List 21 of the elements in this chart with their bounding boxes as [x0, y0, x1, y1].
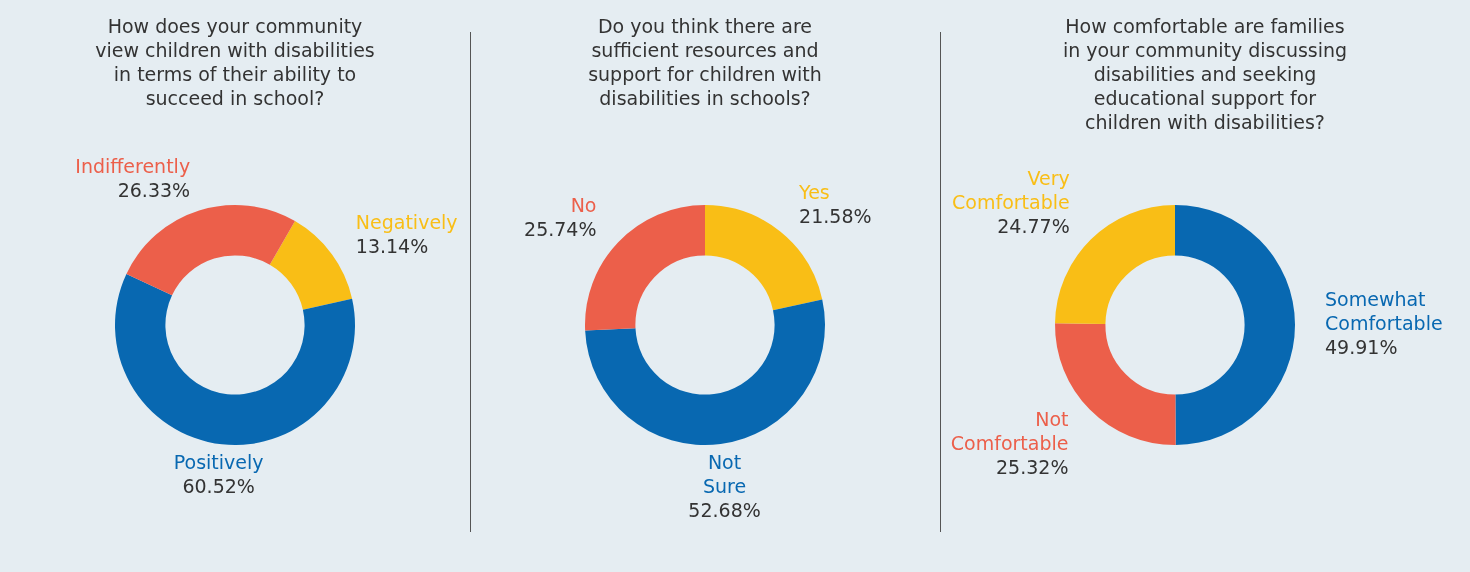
data-label: 52.68%: [688, 498, 761, 521]
slice-label: Yes: [798, 181, 830, 204]
slice-label: Very Comfortable: [952, 167, 1070, 214]
data-label: 13.14%: [355, 235, 429, 258]
slice-label: No: [570, 194, 597, 217]
slice-label: Indifferently: [75, 154, 191, 177]
data-label: 26.33%: [117, 178, 191, 201]
slice-label: Somewhat Comfortable: [1325, 287, 1443, 334]
slice-label: Not Sure: [702, 450, 747, 497]
data-label: 24.77%: [997, 215, 1070, 238]
slice-label: Negatively: [355, 211, 458, 234]
data-label: 60.52%: [182, 475, 255, 498]
data-label: 21.58%: [799, 205, 872, 228]
data-label: 49.91%: [1325, 335, 1398, 358]
data-label: 25.74%: [524, 218, 597, 241]
slice-label: Not Comfortable: [950, 407, 1069, 454]
slice-label: Positively: [173, 451, 264, 474]
chart-title: Do you think there are sufficient resources and support for children with disabilities in schools?: [587, 14, 823, 111]
chart-title: How does your community view children with disabilities in terms of their ability to succeed in school?: [94, 14, 376, 111]
chart-title: How comfortable are families in your community discussing disabilities and seeking educational support for children with disabilities?: [1061, 14, 1349, 133]
data-label: 25.32%: [996, 455, 1069, 478]
